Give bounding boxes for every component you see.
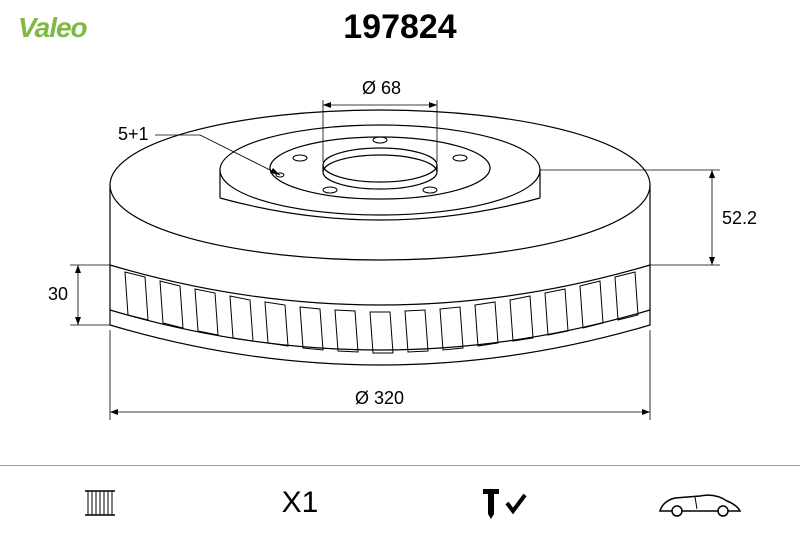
part-number: 197824 <box>343 8 456 47</box>
dim-bore: Ø 68 <box>362 78 401 99</box>
dim-bolt-pattern: 5+1 <box>118 124 149 145</box>
screw-included-icon <box>400 473 600 533</box>
dim-height: 52.2 <box>722 208 757 229</box>
technical-diagram: Ø 68 5+1 30 52.2 Ø 320 <box>0 50 800 460</box>
bottom-info-bar: X1 <box>0 473 800 533</box>
brand-logo: Valeo <box>18 12 87 44</box>
dim-thickness: 30 <box>48 284 68 305</box>
divider-line <box>0 465 800 466</box>
vehicle-icon <box>600 473 800 533</box>
quantity-label: X1 <box>282 486 319 520</box>
disc-profile-icon <box>0 473 200 533</box>
dim-outer-diameter: Ø 320 <box>355 388 404 409</box>
